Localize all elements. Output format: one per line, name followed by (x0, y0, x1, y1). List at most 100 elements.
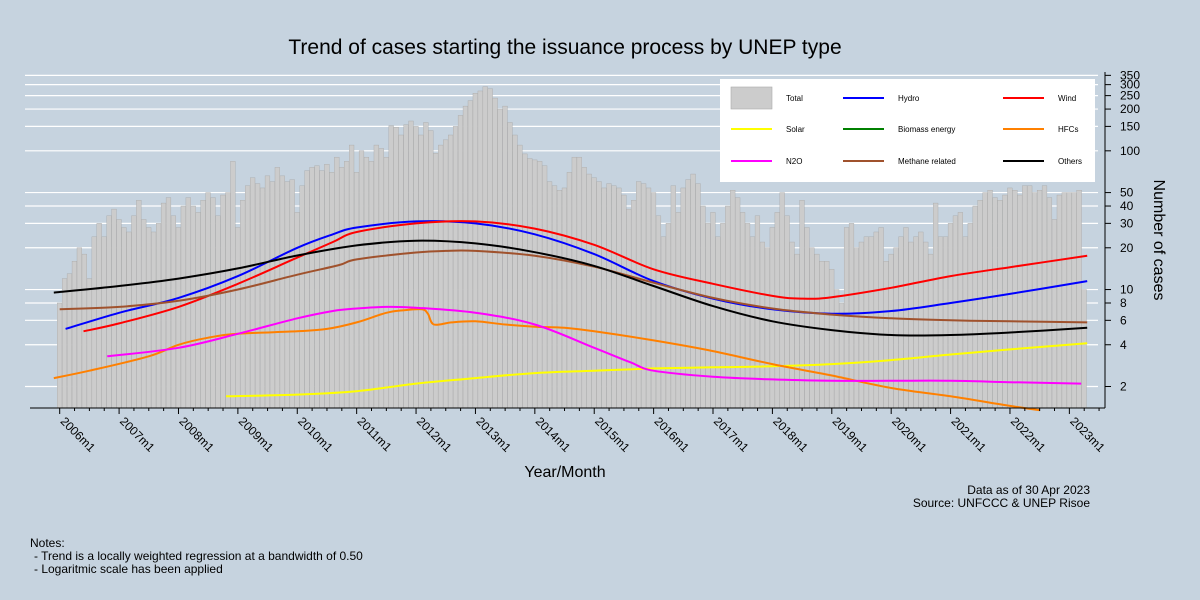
y-tick-label: 6 (1120, 313, 1127, 327)
bar-total (764, 247, 770, 409)
bar-total (413, 126, 419, 409)
y-tick-label: 40 (1120, 199, 1134, 213)
bar-total (626, 208, 632, 409)
bar-total (952, 215, 958, 409)
bar-total (452, 126, 459, 409)
bar-total (621, 194, 627, 409)
trend-line-wind (83, 220, 1088, 333)
legend-swatch-total (730, 86, 773, 110)
bar-total (96, 223, 102, 409)
x-tick-label: 2009m1 (236, 414, 277, 455)
bar-total (160, 202, 167, 409)
bar-total (601, 187, 607, 409)
x-tick-label: 2012m1 (414, 414, 455, 455)
note-item: - Logaritmic scale has been applied (34, 562, 223, 576)
bar-total (190, 205, 196, 409)
y-tick-label: 250 (1120, 89, 1140, 103)
bar-total (982, 192, 988, 409)
bar-total (433, 153, 439, 409)
bar-total (670, 185, 676, 409)
bar-total (957, 212, 963, 409)
bar-total (240, 200, 246, 409)
bar-total (527, 158, 533, 409)
bar-total (106, 215, 112, 409)
bar-total (834, 289, 840, 409)
bar-total (349, 144, 355, 409)
notes-block: Notes: - Trend is a locally weighted reg… (30, 537, 363, 576)
bar-total (329, 172, 335, 409)
data-source: Source: UNFCCC & UNEP Risoe (912, 496, 1090, 510)
bar-total (942, 236, 949, 409)
y-tick-label: 4 (1120, 338, 1127, 352)
bar-total (418, 134, 424, 409)
bar-total (819, 261, 825, 409)
legend-label-wind: Wind (1058, 94, 1076, 103)
y-tick-label: 100 (1120, 144, 1140, 158)
trend-line-others (53, 239, 1088, 337)
note-item: - Trend is a locally weighted regression… (34, 549, 363, 563)
y-tick-label: 350 (1120, 68, 1140, 82)
bar-total (596, 181, 602, 409)
bar-total (309, 167, 315, 409)
bar-total (997, 200, 1003, 409)
x-tick-label: 2006m1 (58, 414, 99, 455)
bar-total (868, 236, 874, 409)
bar-total (274, 167, 280, 409)
legend-label-total: Total (786, 94, 803, 103)
bar-total (254, 183, 261, 409)
bar-total (136, 200, 142, 409)
bar-total (923, 241, 929, 409)
bar-total (1061, 192, 1067, 409)
bar-total (839, 302, 845, 409)
bar-total (259, 187, 266, 409)
bar-total (250, 177, 256, 409)
bar-total (373, 144, 379, 409)
x-tick-label: 2017m1 (711, 414, 752, 455)
y-tick-label: 2 (1120, 380, 1127, 394)
x-tick-label: 2019m1 (830, 414, 871, 455)
y-tick-label: 20 (1120, 241, 1134, 255)
bar-total (1017, 194, 1023, 409)
bar-total (631, 200, 637, 409)
bar-total (269, 181, 275, 409)
bar-total (824, 261, 830, 409)
bar-total (665, 223, 671, 409)
bar-total (378, 148, 384, 409)
bar-total (111, 208, 117, 409)
bar-total (938, 236, 944, 409)
bar-total (61, 278, 68, 409)
bar-total (344, 161, 350, 409)
bar-total (383, 156, 389, 409)
bar-total (749, 236, 756, 409)
bar-total (101, 236, 107, 409)
legend-label-biomass-energy: Biomass energy (898, 125, 955, 134)
legend: Total Hydro Wind Solar Biomass energy HFCs N2O… (720, 79, 1095, 182)
bar-total (408, 120, 414, 409)
trend-line-hydro (65, 220, 1088, 330)
legend-label-hydro: Hydro (898, 94, 920, 103)
trend-lines (53, 220, 1088, 412)
x-axis-title: Year/Month (524, 464, 605, 481)
bar-total (893, 247, 899, 409)
bar-total (57, 302, 63, 409)
x-tick-label: 2007m1 (117, 414, 158, 455)
bar-total (586, 173, 592, 409)
x-tick-label: 2022m1 (1008, 414, 1049, 455)
bar-total (304, 170, 310, 409)
x-tick-label: 2020m1 (889, 414, 930, 455)
bar-total (205, 192, 211, 409)
bar-total (334, 156, 340, 409)
x-tick-label: 2014m1 (533, 414, 574, 455)
bar-total (908, 241, 914, 409)
bar-total (898, 236, 904, 409)
y-tick-label: 50 (1120, 186, 1134, 200)
bar-total (428, 130, 434, 409)
x-tick-label: 2023m1 (1067, 414, 1108, 455)
bar-total (86, 278, 92, 409)
bar-total (561, 187, 568, 409)
bar-total (467, 100, 473, 409)
bar-total (497, 108, 503, 409)
bar-total (170, 215, 177, 409)
bar-total (264, 175, 271, 409)
bar-total (131, 215, 137, 409)
